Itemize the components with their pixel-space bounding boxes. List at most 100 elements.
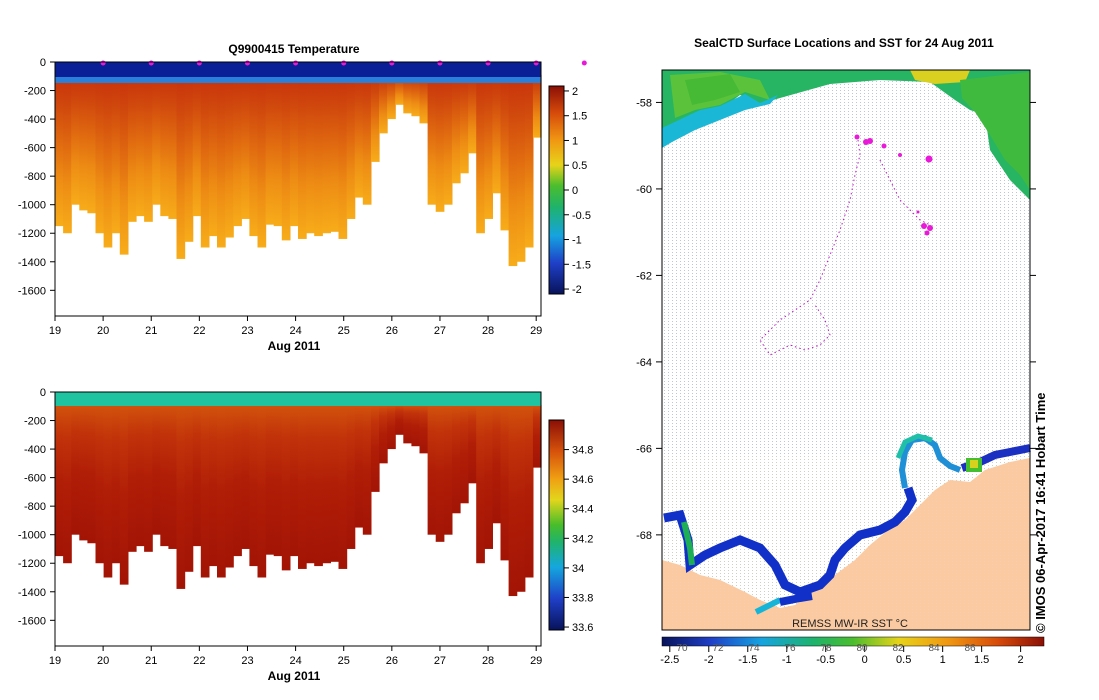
profile-column xyxy=(208,74,218,237)
profile-column xyxy=(427,404,437,535)
y-tick-label: -200 xyxy=(24,86,46,98)
y-tick-label: -1600 xyxy=(18,615,46,627)
profile-column xyxy=(184,74,194,242)
faint-tick-label: 78 xyxy=(820,643,832,654)
profile-column xyxy=(451,74,461,184)
profile-marker xyxy=(100,60,106,66)
sst-top-yellow xyxy=(910,70,970,84)
lat-tick-label: -60 xyxy=(636,184,652,196)
sst-colorbar-tick-label: 1 xyxy=(940,654,946,666)
y-tick-label: -400 xyxy=(24,114,46,126)
y-tick-label: -1000 xyxy=(18,530,46,542)
profile-column xyxy=(225,74,234,238)
x-tick-label: 29 xyxy=(530,655,542,667)
colorbar-tick-label: 0.5 xyxy=(572,160,587,172)
profile-column xyxy=(265,74,275,225)
sst-coast-band-green xyxy=(681,521,695,566)
x-tick-label: 24 xyxy=(289,325,301,337)
profile-column xyxy=(273,74,283,227)
salinity-panel: 19 20 21 22 23 24 25 26 27 28 29 0 -200 -400 -600 -800 -… xyxy=(18,387,594,683)
profile-column xyxy=(379,404,388,464)
profile-column xyxy=(298,74,307,239)
faint-tick-label: 84 xyxy=(928,643,940,654)
x-tick-label: 22 xyxy=(193,655,205,667)
temperature-colorbar xyxy=(548,85,565,295)
profile-column xyxy=(95,74,105,234)
profile-column xyxy=(184,404,194,572)
profile-column xyxy=(403,404,412,444)
sst-source-label: REMSS MW-IR SST °C xyxy=(792,618,908,630)
profile-column xyxy=(338,74,348,239)
profile-column xyxy=(330,74,340,232)
y-tick-label: -1600 xyxy=(18,285,46,297)
sst-colorbar-tick-label: -2.5 xyxy=(660,654,679,666)
profile-column xyxy=(492,404,502,524)
profile-column xyxy=(403,74,412,114)
colorbar-tick-label: 34.8 xyxy=(572,445,593,457)
sst-colorbar-tick-label: 0 xyxy=(862,654,868,666)
profile-column xyxy=(346,404,356,549)
profile-column xyxy=(200,74,210,248)
profile-column xyxy=(314,74,323,237)
profile-marker xyxy=(244,60,250,66)
x-tick-label: 19 xyxy=(49,655,61,667)
profile-column xyxy=(379,74,388,134)
y-tick-label: -1200 xyxy=(18,558,46,570)
profile-column xyxy=(532,74,542,138)
profile-column xyxy=(484,74,493,219)
sst-colorbar-tick-label: -1.5 xyxy=(738,654,757,666)
profile-column xyxy=(87,74,97,214)
profile-column xyxy=(273,404,283,557)
profile-column xyxy=(217,404,226,578)
temperature-xlabel: Aug 2011 xyxy=(268,339,321,353)
imos-credit: © IMOS 06-Apr-2017 16:41 Hobart Time xyxy=(1033,392,1048,633)
profile-column xyxy=(387,404,396,450)
colorbar-tick-label: -1.5 xyxy=(572,259,591,271)
profile-column xyxy=(233,74,242,227)
salinity-profiles xyxy=(55,404,542,597)
profile-column xyxy=(63,404,72,564)
faint-tick-label: 86 xyxy=(964,643,976,654)
x-tick-label: 25 xyxy=(338,655,350,667)
profile-column xyxy=(322,74,331,234)
y-tick-label: -400 xyxy=(24,444,46,456)
seal-positions xyxy=(854,134,933,236)
profile-column xyxy=(200,404,210,578)
profile-column xyxy=(152,74,161,205)
x-tick-label: 27 xyxy=(434,325,446,337)
profile-column xyxy=(249,74,259,237)
profile-column xyxy=(233,404,242,557)
profile-column xyxy=(103,404,113,578)
profile-column xyxy=(136,74,145,217)
profile-column xyxy=(411,404,421,447)
profile-column xyxy=(460,404,469,504)
colorbar-tick-label: 34.4 xyxy=(572,504,593,516)
temperature-profiles xyxy=(55,74,542,267)
profile-column xyxy=(306,404,315,564)
map-axes: -58 -60 -62 -64 -66 -68 xyxy=(636,97,1036,542)
y-tick-label: -600 xyxy=(24,473,46,485)
profile-column xyxy=(241,74,250,219)
x-tick-label: 25 xyxy=(338,325,350,337)
faint-tick-label: 72 xyxy=(712,643,724,654)
profile-column xyxy=(241,404,250,549)
sst-colorbar-tick-label: -0.5 xyxy=(816,654,835,666)
lat-tick-label: -66 xyxy=(636,443,652,455)
y-tick-label: -1000 xyxy=(18,200,46,212)
faint-tick-label: 70 xyxy=(676,643,688,654)
y-tick-label: -1400 xyxy=(18,587,46,599)
profile-column xyxy=(257,404,267,578)
sst-east-yellow-patch xyxy=(970,460,978,468)
x-tick-label: 20 xyxy=(97,655,109,667)
profile-column xyxy=(532,404,542,468)
temperature-title: Q9900415 Temperature xyxy=(228,42,360,56)
sst-colorbar xyxy=(661,636,1045,647)
x-tick-label: 20 xyxy=(97,325,109,337)
y-tick-label: -200 xyxy=(24,416,46,428)
sst-top-cyan xyxy=(662,94,778,148)
profile-column xyxy=(111,74,121,234)
sst-ice-edge-teal xyxy=(895,433,933,460)
colorbar-tick-label: 34.2 xyxy=(572,533,593,545)
profile-column xyxy=(249,404,259,567)
profile-column xyxy=(492,74,502,194)
